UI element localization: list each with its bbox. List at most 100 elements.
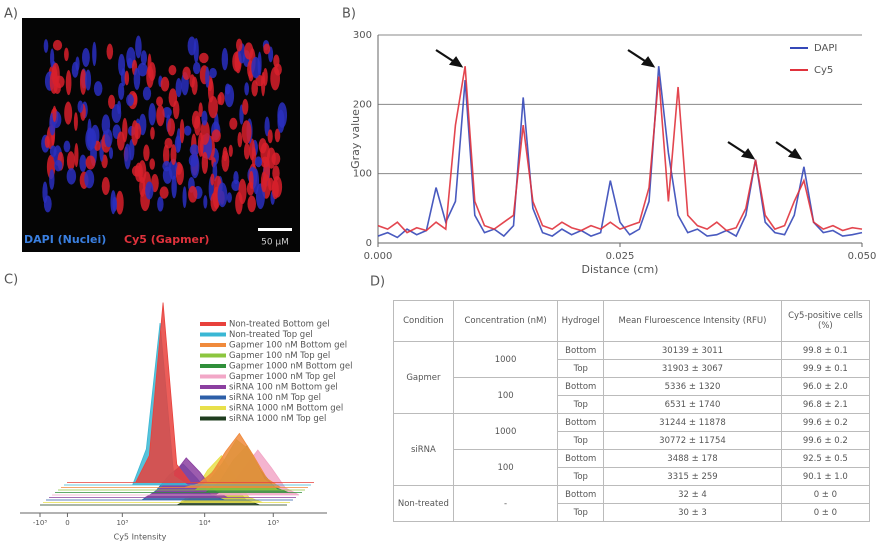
cell	[252, 168, 260, 195]
cell	[49, 169, 55, 190]
table-cell: -	[452, 485, 559, 522]
table-header: Cy5-positive cells (%)	[780, 300, 871, 342]
arrows	[435, 49, 803, 160]
cell	[191, 76, 198, 95]
cell	[226, 192, 232, 203]
cell	[93, 81, 103, 97]
cell	[203, 195, 208, 209]
cell	[84, 169, 95, 189]
cell	[273, 54, 280, 68]
panel-label: B)	[342, 7, 356, 22]
data-line	[377, 66, 863, 234]
cell	[43, 195, 52, 213]
cell	[267, 129, 273, 144]
legend-swatch	[200, 406, 226, 410]
cell	[162, 144, 170, 166]
cell	[217, 182, 228, 208]
cell	[116, 131, 125, 151]
cell	[188, 154, 199, 167]
table-cell: 5336 ± 1320	[603, 377, 782, 396]
table-cell: Top	[557, 467, 605, 486]
table-cell: 1000	[452, 413, 559, 450]
table-cell: 32 ± 4	[603, 485, 782, 504]
legend-label: Cy5	[814, 65, 833, 76]
cell	[106, 43, 114, 60]
cell	[255, 75, 265, 87]
legend-swatch	[200, 322, 226, 326]
cell	[211, 129, 221, 143]
cell	[210, 173, 215, 186]
cell	[209, 67, 217, 79]
cell	[50, 48, 55, 68]
cell	[189, 144, 200, 156]
cell	[110, 190, 117, 215]
cell	[118, 53, 126, 76]
header-row: Condition Concentration (nM) Hydrogel Mean …	[393, 300, 871, 342]
panel-label: C)	[4, 273, 18, 288]
legend-swatch	[200, 385, 226, 389]
cell	[137, 62, 148, 77]
cell	[179, 118, 185, 144]
cell	[168, 65, 177, 76]
cell	[188, 185, 198, 203]
cell	[251, 80, 258, 97]
legend-label: Non-treated Bottom gel	[229, 320, 330, 330]
cell	[52, 105, 57, 123]
cell	[101, 177, 110, 196]
cell	[251, 56, 261, 79]
histogram-curve	[64, 322, 311, 486]
table-cell: Top	[557, 431, 605, 450]
y-tick-label: 200	[353, 99, 372, 110]
table-cell: Bottom	[557, 485, 605, 504]
table-cell: Bottom	[557, 377, 605, 396]
cell	[266, 147, 276, 169]
cell	[248, 170, 254, 189]
cell	[201, 151, 209, 175]
cell	[118, 82, 125, 100]
cell	[63, 140, 71, 153]
cell	[258, 138, 267, 154]
table-row: Top 6531 ± 1740 96.8 ± 2.1	[394, 395, 871, 414]
cell	[85, 69, 92, 91]
cell	[221, 150, 230, 172]
table-cell: 100	[452, 377, 559, 414]
cell	[199, 52, 209, 64]
cell	[194, 115, 201, 136]
cell	[77, 100, 84, 113]
data-line	[377, 66, 863, 239]
cell	[205, 66, 210, 88]
table-cell: 6531 ± 1740	[603, 395, 782, 414]
legend-swatch	[200, 416, 226, 421]
cell	[66, 168, 77, 185]
table-cell: 96.0 ± 2.0	[780, 377, 871, 396]
legend-label: Gapmer 100 nM Top gel	[229, 351, 330, 361]
cell	[228, 144, 233, 157]
results-table: Condition Concentration (nM) Hydrogel Mean …	[393, 300, 871, 522]
cell	[127, 57, 133, 69]
cell	[66, 151, 75, 171]
table-cell: 30772 ± 11754	[603, 431, 782, 450]
table-cell: Bottom	[557, 413, 605, 432]
cell	[244, 82, 250, 96]
cell	[54, 159, 63, 172]
table-row: 100 Bottom 3488 ± 178 92.5 ± 0.5	[394, 449, 871, 486]
cell	[64, 101, 73, 125]
cell	[73, 112, 78, 131]
cell	[148, 102, 156, 126]
cell	[175, 77, 182, 98]
table-cell: 30 ± 3	[603, 503, 782, 522]
legend-label: DAPI	[814, 43, 837, 54]
micrograph	[22, 18, 300, 252]
cell	[145, 181, 154, 200]
cell	[134, 162, 143, 182]
cell	[173, 100, 180, 120]
cell	[75, 56, 80, 71]
cell	[79, 69, 87, 95]
legend-swatch	[200, 343, 226, 347]
cell	[241, 120, 252, 144]
legend-swatch	[200, 332, 226, 337]
cell	[263, 43, 271, 55]
table-cell: 92.5 ± 0.5	[780, 449, 871, 468]
cell	[254, 156, 263, 168]
